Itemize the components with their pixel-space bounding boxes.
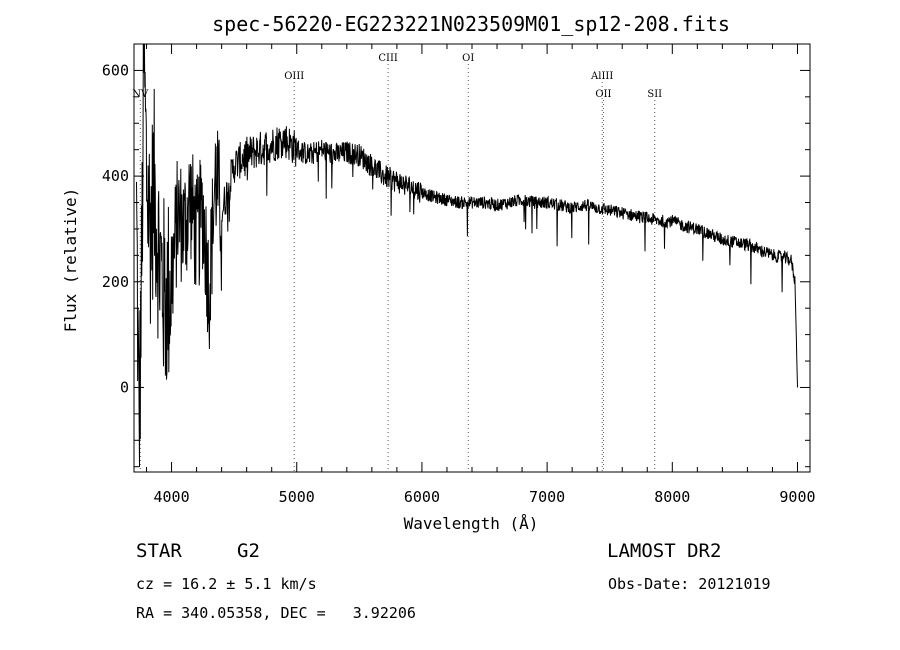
plot-frame (133, 43, 811, 473)
reference-line-label: AlIII (590, 71, 613, 82)
reference-line-label: NV (132, 89, 149, 100)
reference-line-label: CIII (378, 53, 398, 64)
observation-date: Obs-Date: 20121019 (608, 575, 771, 593)
reference-line-label: OI (462, 53, 474, 64)
y-axis-label: Flux (relative) (61, 188, 80, 333)
reference-line-label: OII (595, 89, 611, 100)
reference-line-label: SII (647, 89, 662, 100)
coordinates: RA = 340.05358, DEC = 3.92206 (136, 604, 416, 622)
survey-name: LAMOST DR2 (607, 540, 722, 562)
x-tick-label: 6000 (404, 488, 440, 506)
spectrum-line (136, 43, 798, 468)
reference-line-label: OIII (284, 71, 304, 82)
y-tick-label: 0 (120, 378, 129, 396)
y-tick-label: 600 (102, 61, 129, 79)
y-tick-label: 400 (102, 167, 129, 185)
chart-title: spec-56220-EG223221N023509M01_sp12-208.f… (212, 12, 730, 36)
x-axis-label: Wavelength (Å) (404, 514, 539, 533)
redshift-cz: cz = 16.2 ± 5.1 km/s (136, 575, 317, 593)
x-tick-label: 9000 (779, 488, 815, 506)
x-tick-label: 5000 (279, 488, 315, 506)
x-tick-label: 4000 (153, 488, 189, 506)
axis-ticks (134, 43, 810, 472)
axis-tick-labels: 4000 5000 6000 7000 8000 9000 0 200 400 600 (102, 61, 816, 506)
y-tick-label: 200 (102, 273, 129, 291)
x-tick-label: 7000 (529, 488, 565, 506)
object-subclass: G2 (237, 540, 260, 562)
object-class: STAR (136, 540, 182, 562)
x-tick-label: 8000 (654, 488, 690, 506)
reference-lines: NV OIII CIII OI AlIII OII SII (132, 53, 662, 472)
